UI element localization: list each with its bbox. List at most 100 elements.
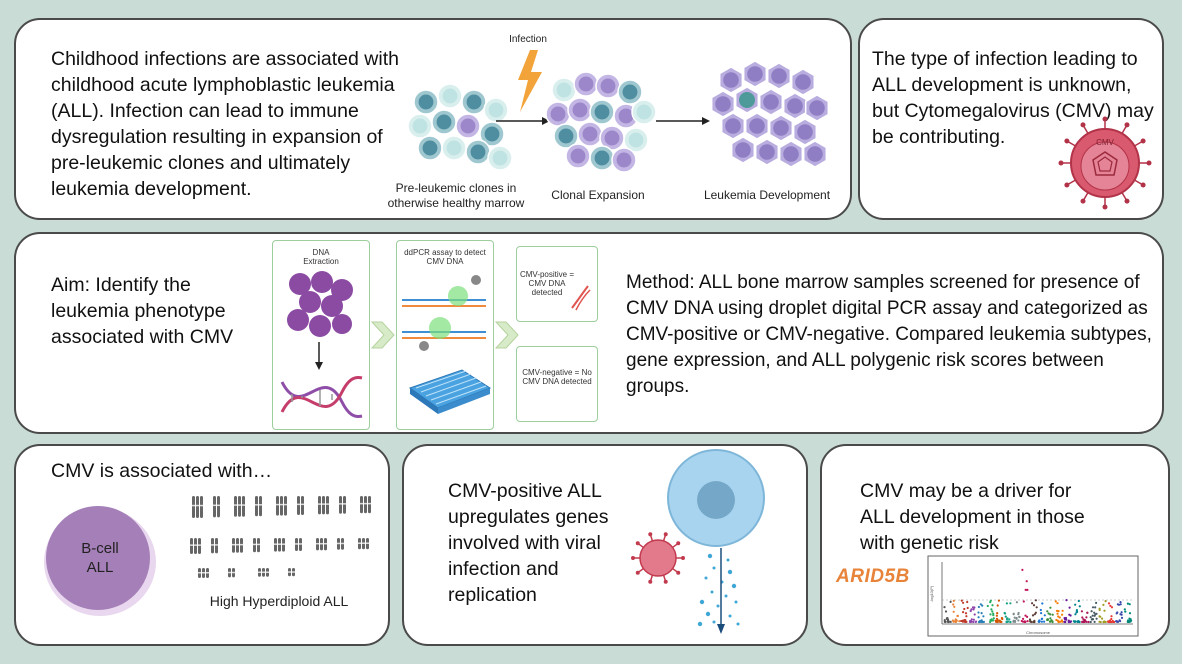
snp-point xyxy=(1124,610,1127,613)
snp-point xyxy=(1109,604,1112,607)
snp-point xyxy=(1081,620,1084,623)
snp-point xyxy=(1040,617,1043,621)
snp-point xyxy=(1060,619,1063,622)
snp-point xyxy=(1000,620,1003,623)
chromosome-band xyxy=(253,543,256,546)
snp-point xyxy=(1103,609,1106,612)
snp-point xyxy=(944,620,947,624)
snp-point xyxy=(1123,608,1126,611)
snp-point xyxy=(1013,616,1016,619)
cell-nucleus xyxy=(628,132,644,148)
virus-spike-tip xyxy=(1080,198,1086,204)
virus-spike-tip xyxy=(635,570,640,575)
viral-particle xyxy=(716,604,720,608)
snp-point xyxy=(982,615,985,618)
snp-point xyxy=(973,606,976,609)
snp-point xyxy=(1086,611,1089,614)
snp-point xyxy=(986,604,989,608)
cell-nucleus xyxy=(570,148,586,164)
leukemia-cells-icon xyxy=(710,60,830,168)
snp-point xyxy=(1110,617,1113,621)
stage2-label: Clonal Expansion xyxy=(551,188,645,202)
arrow-right-icon-2 xyxy=(656,117,710,125)
snp-point xyxy=(1104,600,1107,603)
snp-point xyxy=(1063,617,1066,620)
leukemic-nucleus xyxy=(763,94,779,110)
snp-point xyxy=(995,620,998,623)
chromosome xyxy=(238,496,241,517)
snp-point xyxy=(1077,599,1080,603)
snp-point xyxy=(1061,613,1064,616)
chromosome-band xyxy=(360,502,363,505)
chromosome-band xyxy=(318,503,321,505)
viral-particle xyxy=(736,622,740,626)
snp-point xyxy=(1018,615,1021,619)
snp-point xyxy=(952,599,955,602)
arid5b-label: ARID5B xyxy=(836,566,910,587)
virus-spike-tip xyxy=(1102,116,1108,122)
leukemic-nucleus xyxy=(771,68,787,84)
snp-point xyxy=(1005,620,1008,623)
chromosome-band xyxy=(343,503,346,505)
snp-point xyxy=(1023,620,1026,624)
leukemic-nucleus xyxy=(797,124,813,140)
chromosome-band xyxy=(280,503,283,506)
stage3-label: Leukemia Development xyxy=(703,188,831,202)
snp-point xyxy=(1029,620,1032,623)
snp-point xyxy=(962,601,965,604)
viral-particle xyxy=(726,558,730,562)
snp-point xyxy=(1082,618,1085,621)
chromosome-band xyxy=(200,504,203,507)
chromosome-band xyxy=(206,572,209,574)
chromosome-band xyxy=(198,544,201,546)
genes-panel: CMV-positive ALL upregulates genes invol… xyxy=(402,444,808,646)
chromosome-band xyxy=(190,544,193,546)
chromosome-band xyxy=(232,571,235,574)
snp-point xyxy=(979,603,982,606)
cmv-positive-box xyxy=(516,246,598,322)
chromosome-band xyxy=(194,544,197,546)
snp-point xyxy=(956,614,959,618)
virus-spike-tip xyxy=(1146,160,1152,166)
virus-spike-tip xyxy=(676,570,681,575)
cell-nucleus xyxy=(436,114,452,130)
chromosome xyxy=(343,496,346,514)
snp-point xyxy=(1026,615,1029,618)
snp-point xyxy=(989,619,992,622)
snp-point xyxy=(1038,619,1041,622)
snp-point xyxy=(1046,618,1049,621)
viral-particle xyxy=(704,576,708,580)
snp-point xyxy=(1017,619,1020,622)
snp-point xyxy=(945,617,948,620)
cell-nucleus xyxy=(572,102,588,118)
chromosome-band xyxy=(320,542,323,545)
snp-point xyxy=(989,620,992,624)
chromosome-band xyxy=(364,502,367,505)
snp-point xyxy=(997,599,1000,602)
chromosome-band xyxy=(213,504,216,507)
chromosome xyxy=(318,496,321,515)
cell-nucleus xyxy=(460,118,476,134)
chromosome-band xyxy=(324,542,327,545)
snp-point xyxy=(1110,615,1113,618)
snp-point xyxy=(1043,620,1046,623)
chromosome-band xyxy=(192,504,195,507)
viral-particle xyxy=(731,583,737,589)
viral-particle xyxy=(727,569,733,575)
snp-point xyxy=(972,620,975,624)
snp-point xyxy=(1049,606,1052,609)
snp-point xyxy=(1074,620,1077,623)
snp-point xyxy=(947,620,950,623)
snp-point xyxy=(966,600,969,604)
chromosome-band xyxy=(368,502,371,505)
arrow-right-icon xyxy=(496,117,550,125)
chromosome xyxy=(301,496,304,515)
snp-point xyxy=(1094,613,1097,616)
cell-nucleus xyxy=(604,130,620,146)
snp-point xyxy=(1059,620,1062,623)
cell-nucleus xyxy=(470,144,486,160)
snp-point xyxy=(980,619,983,622)
snp-point xyxy=(954,620,957,624)
snp-point xyxy=(1075,609,1078,612)
snp-point xyxy=(970,620,973,623)
